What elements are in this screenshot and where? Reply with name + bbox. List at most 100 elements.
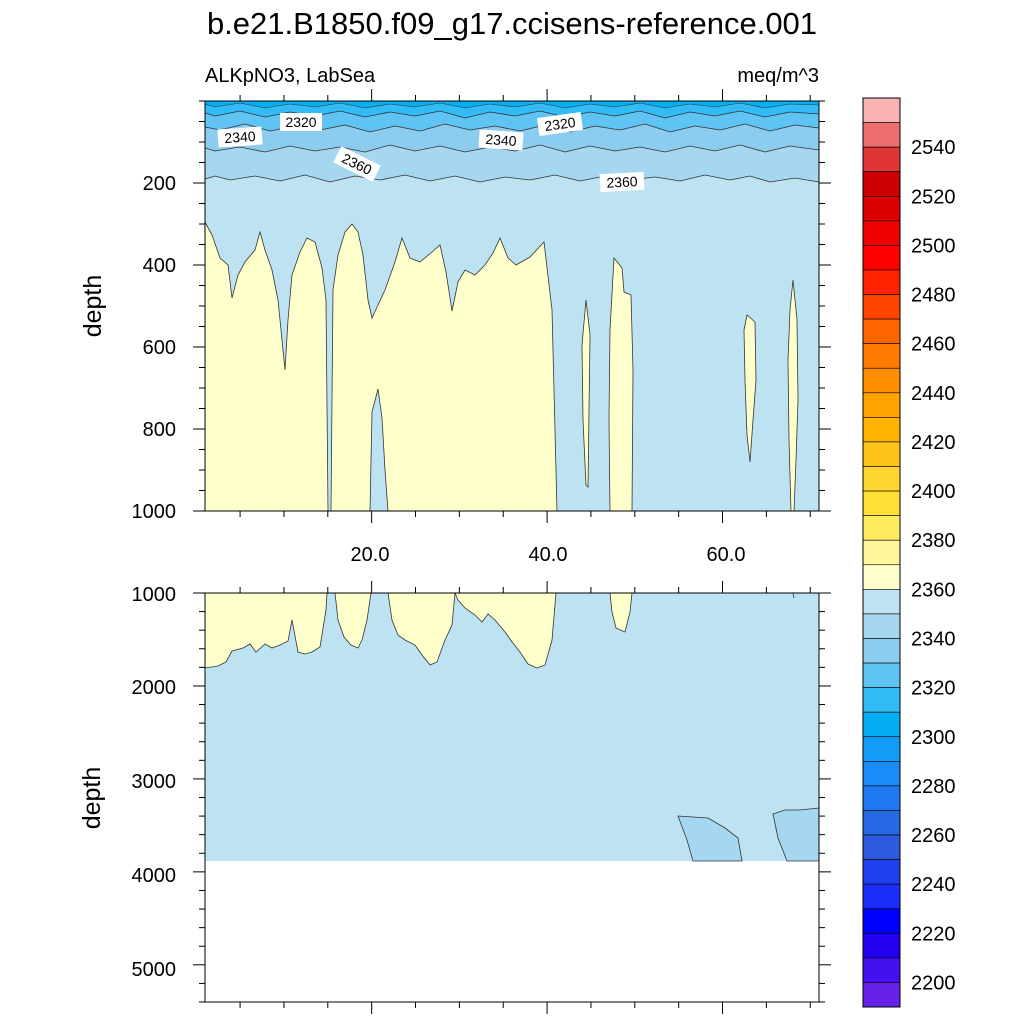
upper-fill-yellow-lens-2 xyxy=(608,256,634,511)
lower-axis-ticks xyxy=(193,581,831,1014)
lower-fill-yellow-main xyxy=(205,593,557,669)
colorbar-box xyxy=(862,343,901,369)
upper-y-axis-labels: 200 400 600 800 1000 xyxy=(132,173,177,523)
colorbar-boxes xyxy=(862,97,901,1008)
colorbar-box xyxy=(862,761,901,787)
lower-y-axis-title: depth xyxy=(78,767,106,830)
colorbar-box xyxy=(862,269,901,295)
upper-plot-area: 2320 2340 2320 2340 2360 2360 xyxy=(205,101,819,511)
colorbar-label: 2280 xyxy=(911,776,956,798)
colorbar-box xyxy=(862,245,901,271)
colorbar-box xyxy=(862,613,901,639)
y-tick-label: 5000 xyxy=(132,959,177,981)
colorbar-box xyxy=(862,564,901,590)
upper-panel: 2320 2340 2320 2340 2360 2360 200 400 60… xyxy=(79,89,831,566)
colorbar-box xyxy=(862,466,901,492)
contour-label: 2340 xyxy=(485,131,517,149)
colorbar-box xyxy=(862,146,901,173)
colorbar-box xyxy=(862,638,901,664)
y-tick-label: 200 xyxy=(143,173,176,195)
colorbar-box xyxy=(862,859,901,885)
colorbar-box xyxy=(862,367,901,394)
colorbar-box xyxy=(862,515,901,541)
colorbar-box xyxy=(862,294,901,320)
colorbar-box xyxy=(862,834,901,860)
colorbar-label: 2480 xyxy=(911,285,956,307)
colorbar-label: 2340 xyxy=(911,628,956,650)
colorbar-box xyxy=(862,392,901,418)
contour-label: 2320 xyxy=(543,114,576,134)
lower-fill-yellow-lens xyxy=(609,593,633,633)
y-tick-label: 1000 xyxy=(132,584,177,606)
upper-fill-surface-blue xyxy=(205,101,819,109)
contour-labels: 2320 2340 2320 2340 2360 2360 xyxy=(217,112,645,193)
colorbar-box xyxy=(862,662,901,688)
variable-subtitle: ALKpNO3, LabSea xyxy=(205,65,376,87)
x-tick-label: 40.0 xyxy=(529,544,568,566)
colorbar-box xyxy=(862,195,901,222)
upper-fill-yellow-lens-1 xyxy=(581,299,591,488)
contour-label: 2360 xyxy=(606,173,638,191)
colorbar-box xyxy=(862,687,901,713)
colorbar-box xyxy=(862,785,901,811)
y-tick-label: 3000 xyxy=(132,771,177,793)
upper-fill-yellow-lens-4 xyxy=(787,279,799,511)
colorbar-box xyxy=(862,736,901,762)
colorbar-box xyxy=(862,220,901,246)
upper-axis-ticks xyxy=(193,89,831,523)
y-tick-label: 4000 xyxy=(132,865,177,887)
colorbar-label: 2320 xyxy=(911,678,956,700)
upper-x-axis-labels: 20.0 40.0 60.0 xyxy=(351,544,746,566)
y-tick-label: 2000 xyxy=(132,677,177,699)
y-tick-label: 400 xyxy=(143,255,176,277)
colorbar-label: 2260 xyxy=(911,825,956,847)
lower-contour-line xyxy=(792,593,795,599)
colorbar-box xyxy=(862,883,901,910)
lower-panel: 1000 2000 3000 4000 5000 depth xyxy=(78,581,831,1014)
colorbar-box xyxy=(862,417,901,443)
upper-y-axis-title: depth xyxy=(79,275,107,338)
colorbar-box xyxy=(862,171,901,197)
colorbar-frame xyxy=(862,97,901,1008)
lower-fill-mid-blue-2 xyxy=(772,807,819,862)
colorbar-label: 2540 xyxy=(911,137,956,159)
colorbar-label: 2380 xyxy=(911,530,956,552)
colorbar-box xyxy=(862,490,901,516)
x-tick-label: 20.0 xyxy=(351,544,390,566)
y-tick-label: 1000 xyxy=(132,501,177,523)
colorbar-label: 2360 xyxy=(911,579,956,601)
upper-fill-yellow-lens-3 xyxy=(743,314,757,463)
colorbar-label: 2500 xyxy=(911,235,956,257)
colorbar-label: 2240 xyxy=(911,874,956,896)
colorbar-label: 2520 xyxy=(911,186,956,208)
colorbar-box xyxy=(862,810,901,836)
colorbar-label: 2400 xyxy=(911,481,956,503)
colorbar-label: 2200 xyxy=(911,972,956,994)
colorbar-box xyxy=(862,122,901,148)
colorbar-label: 2440 xyxy=(911,383,956,405)
colorbar-box xyxy=(862,441,901,467)
lower-fill-mid-blue-1 xyxy=(677,815,743,862)
colorbar-label: 2300 xyxy=(911,727,956,749)
colorbar-box xyxy=(862,957,901,983)
colorbar: 2540 2520 2500 2480 2460 2440 2420 2400 … xyxy=(862,97,956,1008)
colorbar-box xyxy=(862,711,901,738)
y-tick-label: 600 xyxy=(143,337,176,359)
lower-y-axis-labels: 1000 2000 3000 4000 5000 xyxy=(132,584,177,981)
colorbar-box xyxy=(862,539,901,566)
colorbar-box xyxy=(862,589,901,615)
colorbar-label: 2220 xyxy=(911,923,956,945)
colorbar-box xyxy=(862,908,901,934)
units-subtitle: meq/m^3 xyxy=(737,65,819,87)
upper-fill-yellow-main xyxy=(205,221,558,511)
x-tick-label: 60.0 xyxy=(707,544,746,566)
chart-title: b.e21.B1850.f09_g17.ccisens-reference.00… xyxy=(207,6,817,41)
colorbar-label: 2460 xyxy=(911,334,956,356)
colorbar-label: 2420 xyxy=(911,432,956,454)
contour-label: 2340 xyxy=(224,128,256,146)
contour-label: 2320 xyxy=(285,114,316,130)
colorbar-box xyxy=(862,97,901,123)
colorbar-box xyxy=(862,932,901,959)
colorbar-box xyxy=(862,318,901,344)
